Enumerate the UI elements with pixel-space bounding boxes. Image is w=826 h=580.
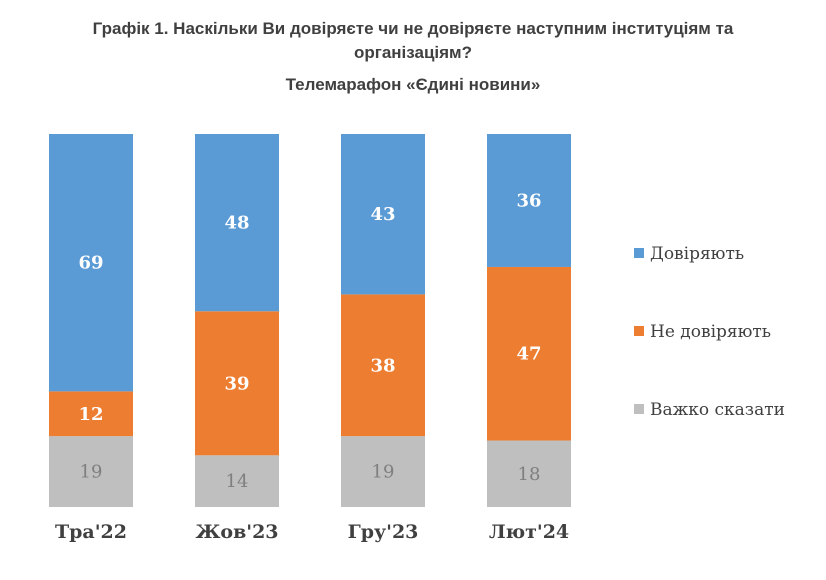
bar-segment [195, 311, 279, 456]
bar-segment [195, 134, 279, 312]
bar-segment [487, 134, 571, 267]
chart-title: Графік 1. Наскільки Ви довіряєте чи не д… [20, 17, 806, 97]
data-label: 69 [78, 253, 103, 274]
legend-label: Важко сказати [650, 400, 785, 420]
chart-subtitle: Телемарафон «Єдині новини» [285, 75, 541, 94]
category-label: Жов'23 [195, 521, 278, 543]
bar-segment [487, 440, 571, 507]
legend-label: Довіряють [650, 244, 744, 264]
chart-title-line1: Графік 1. Наскільки Ви довіряєте чи не д… [92, 19, 734, 38]
data-label: 39 [224, 373, 249, 394]
bar-segment [341, 134, 425, 295]
legend-label: Не довіряють [650, 322, 771, 342]
legend-swatch [634, 248, 644, 258]
data-label: 19 [372, 462, 395, 483]
data-label: 12 [78, 404, 103, 425]
category-label: Тра'22 [55, 521, 127, 543]
bar-segment [487, 266, 571, 441]
data-label: 18 [518, 464, 541, 485]
category-label: Гру'23 [348, 521, 419, 543]
bar-segment [49, 391, 133, 437]
data-label: 19 [80, 462, 103, 483]
data-label: 14 [226, 471, 249, 492]
category-label: Лют'24 [489, 521, 569, 543]
legend-swatch [634, 326, 644, 336]
data-label: 38 [370, 355, 395, 376]
data-label: 43 [370, 204, 395, 225]
data-label: 36 [516, 190, 541, 211]
data-label: 47 [516, 344, 541, 365]
legend-swatch [634, 404, 644, 414]
bar-segment [49, 134, 133, 392]
data-label: 48 [224, 213, 249, 234]
bar-segment [195, 455, 279, 507]
bar-segment [49, 436, 133, 507]
bar-segment [341, 436, 425, 507]
chart-title-line2: організаціям? [353, 43, 473, 62]
bar-segment [341, 294, 425, 437]
